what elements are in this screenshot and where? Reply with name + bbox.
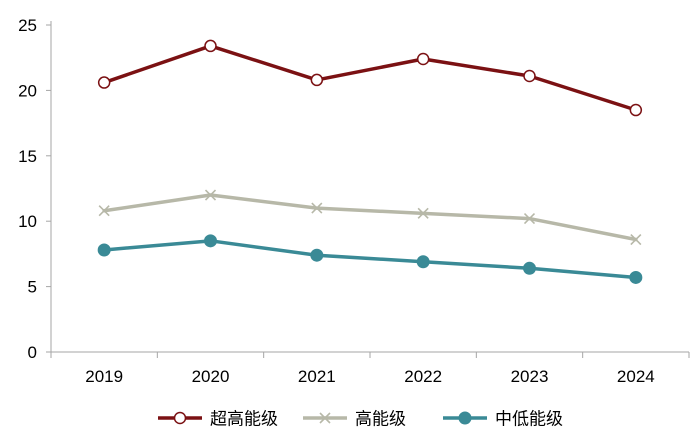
y-tick-label: 25 <box>18 16 37 35</box>
series-0 <box>97 39 643 117</box>
data-point <box>416 255 430 269</box>
legend-marker <box>458 411 472 425</box>
data-point <box>97 243 111 257</box>
data-point <box>204 189 217 201</box>
legend: 超高能级 高能级 中低能级 <box>158 410 563 429</box>
y-tick-label: 15 <box>18 147 37 166</box>
series-line <box>102 239 638 280</box>
data-point <box>97 76 111 89</box>
data-point <box>630 233 642 246</box>
data-point <box>98 205 110 217</box>
x-tick-label: 2020 <box>192 367 230 386</box>
series-line <box>102 193 638 242</box>
legend-item: 超高能级 <box>158 410 278 429</box>
data-point <box>629 103 643 117</box>
legend-label: 中低能级 <box>495 410 563 429</box>
legend-label: 高能级 <box>355 410 406 429</box>
data-point <box>416 52 430 66</box>
data-point <box>204 39 217 53</box>
data-point <box>310 73 324 87</box>
legend-item: 高能级 <box>303 410 406 429</box>
data-point <box>417 207 429 219</box>
x-tick-label: 2022 <box>404 367 442 386</box>
series-line <box>102 44 638 112</box>
data-point <box>523 213 536 225</box>
y-tick-label: 5 <box>28 278 37 297</box>
legend-marker <box>319 412 331 424</box>
data-point <box>523 69 536 83</box>
legend-item: 中低能级 <box>443 410 563 429</box>
axes: 0 5 10 15 20 25 2019 2020 2021 2022 2023 2024 <box>18 16 690 386</box>
series-2 <box>97 234 643 284</box>
x-tick-label: 2024 <box>617 367 655 386</box>
legend-marker <box>173 411 187 425</box>
series-lines <box>97 39 643 284</box>
y-tick-label: 20 <box>18 81 37 100</box>
data-point <box>629 270 643 284</box>
x-tick-label: 2019 <box>85 367 123 386</box>
data-point <box>523 261 536 275</box>
y-tick-label: 10 <box>18 212 37 231</box>
data-point <box>204 234 217 248</box>
series-1 <box>98 189 642 246</box>
data-point <box>311 202 323 214</box>
legend-label: 超高能级 <box>210 410 278 429</box>
y-tick-label: 0 <box>28 343 37 362</box>
x-tick-label: 2021 <box>298 367 336 386</box>
x-tick-label: 2023 <box>511 367 549 386</box>
data-point <box>310 248 324 262</box>
